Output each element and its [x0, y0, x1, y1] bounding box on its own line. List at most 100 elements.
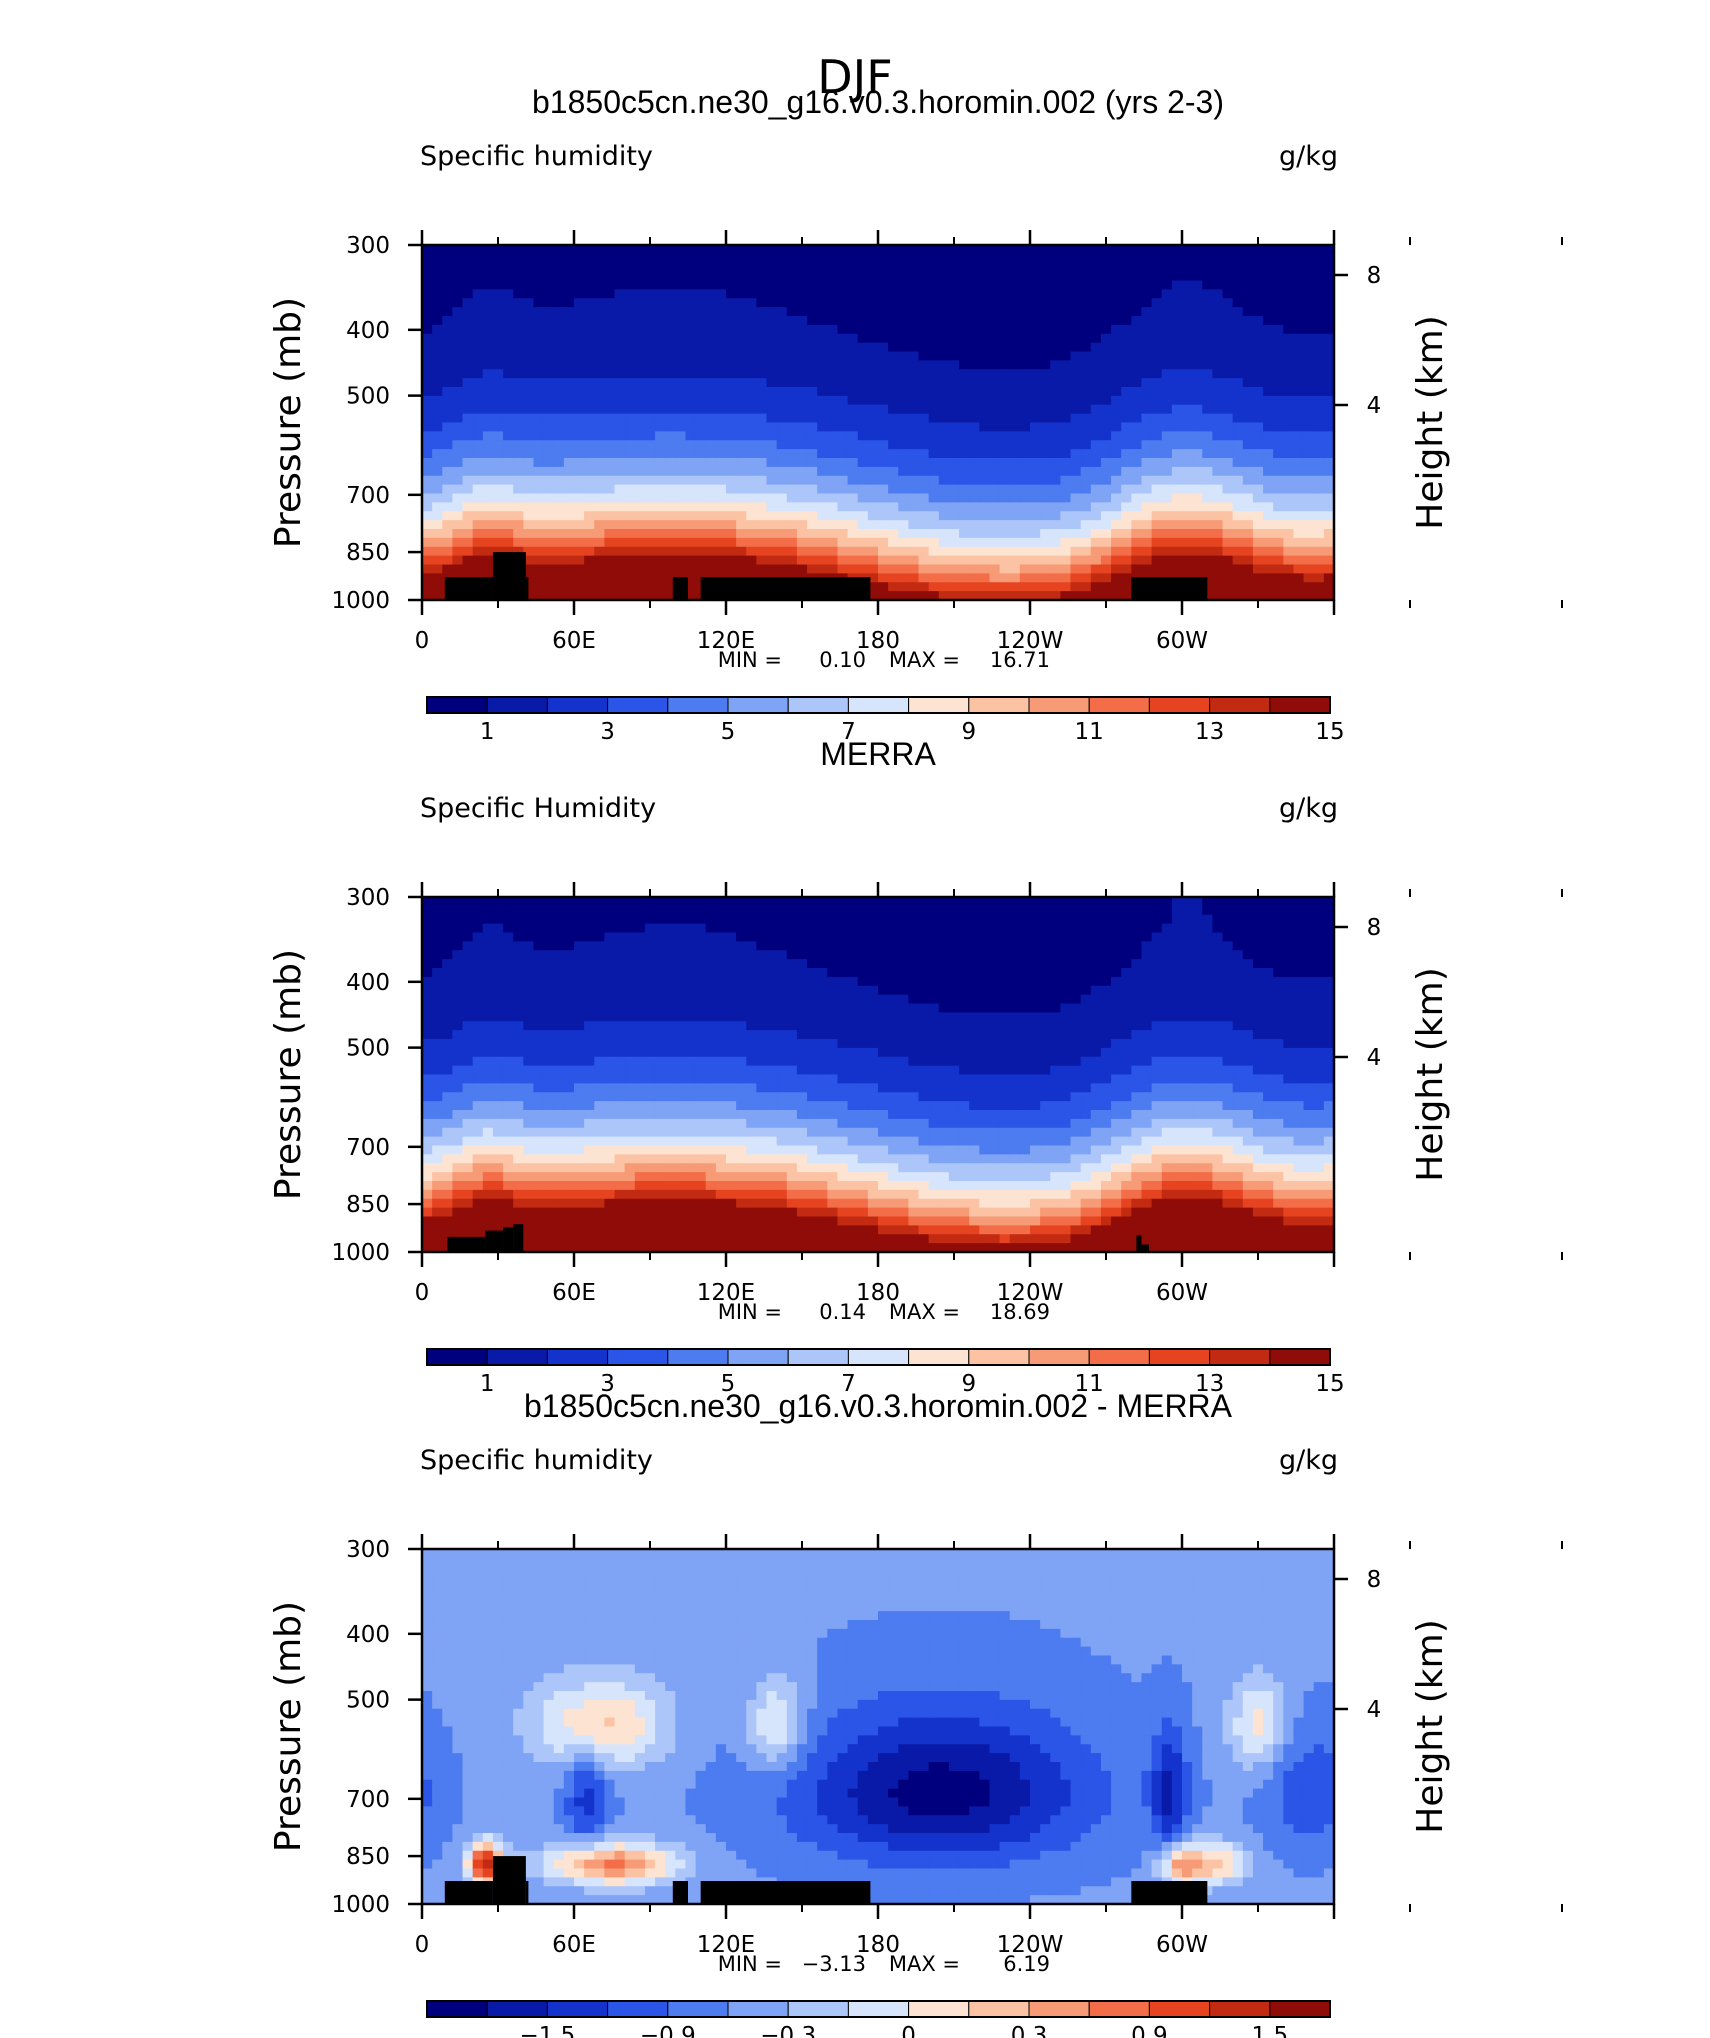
min-label: MIN =: [718, 1300, 782, 1324]
land-block: [492, 552, 526, 600]
colorbar-swatch: [1209, 696, 1271, 714]
colorbar-swatch: [908, 1348, 970, 1366]
y-axis-height: 8 4 Height (km): [1334, 263, 1451, 530]
colorbar-swatch: [847, 2000, 910, 2018]
x-tick-label: 120E: [697, 1932, 755, 1958]
contour-field: [422, 1549, 1335, 1905]
y-right-axis-title: Height (km): [1410, 967, 1451, 1181]
colorbar-swatch: [1148, 2000, 1211, 2018]
colorbar-swatch: [1088, 2000, 1150, 2018]
topography-mask: [447, 1224, 1150, 1252]
x-tick-label: 60W: [1156, 1280, 1208, 1306]
colorbar-swatch: [1209, 2000, 1271, 2018]
land-block: [447, 1236, 486, 1252]
colorbar-swatch: [1028, 1348, 1090, 1366]
y-tick-label: 700: [346, 483, 390, 509]
y-right-axis-title: Height (km): [1410, 315, 1451, 529]
x-tick-label: 0: [415, 1280, 430, 1306]
x-tick-label: 120W: [997, 1280, 1064, 1306]
panel-title: b1850c5cn.ne30_g16.v0.3.horomin.002 (yrs…: [532, 84, 1224, 120]
max-label: MAX =: [889, 648, 960, 672]
colorbar-label: 5: [721, 719, 736, 745]
colorbar-swatch: [968, 2000, 1030, 2018]
colorbar-swatch: [1028, 2000, 1090, 2018]
colorbar-label: 13: [1195, 719, 1224, 745]
y-right-tick-label: 8: [1367, 263, 1382, 289]
y-right-tick-label: 4: [1367, 1697, 1382, 1723]
y-axis-title: Pressure (mb): [268, 949, 309, 1200]
colorbar-swatch: [727, 2000, 789, 2018]
y-tick-label: 1000: [331, 1240, 390, 1266]
colorbar-label: 0.9: [1131, 2023, 1168, 2038]
figure-title: DJF: [817, 50, 892, 104]
x-axis: 0 60E 120E 180 120W 60W: [415, 882, 1563, 1306]
colorbar-swatch: [546, 2000, 609, 2018]
colorbar-label: 0.3: [1011, 2023, 1048, 2038]
y-axis-height: 8 4 Height (km): [1334, 1567, 1451, 1834]
units-label: g/kg: [1279, 793, 1338, 824]
colorbar-swatch: [787, 696, 849, 714]
land-block: [444, 1881, 493, 1904]
land-block: [672, 1881, 688, 1904]
land-block: [700, 577, 871, 600]
land-block: [492, 1856, 526, 1904]
land-block: [700, 1881, 871, 1904]
y-tick-label: 1000: [331, 588, 390, 614]
land-block: [525, 1881, 529, 1904]
colorbar-swatch: [486, 2000, 548, 2018]
max-value: 18.69: [990, 1300, 1050, 1324]
colorbar-swatch: [667, 2000, 729, 2018]
y-tick-label: 400: [346, 970, 390, 996]
units-label: g/kg: [1279, 1445, 1338, 1476]
land-block: [485, 1230, 504, 1252]
colorbar-swatch: [426, 1348, 488, 1366]
y-axis-height: 8 4 Height (km): [1334, 915, 1451, 1182]
max-value: 6.19: [1003, 1952, 1050, 1976]
colorbar-label: 11: [1075, 719, 1104, 745]
colorbar-swatch: [1088, 696, 1150, 714]
y-right-tick-label: 8: [1367, 915, 1382, 941]
min-label: MIN =: [718, 1952, 782, 1976]
colorbar-label: −0.9: [640, 2023, 696, 2038]
y-axis-pressure: 300 400 500 700 850 1000 Pressure (mb): [268, 885, 422, 1266]
colorbar-swatch: [546, 696, 609, 714]
variable-label: Specific humidity: [420, 1445, 653, 1476]
panel-2: MERRA Specific Humidity g/kg 0 60E 120E 180 120…: [268, 736, 1563, 1397]
colorbar-swatch: [607, 696, 669, 714]
y-tick-label: 300: [346, 233, 390, 259]
min-max-summary: MIN = 0.10 MAX = 16.71: [718, 648, 1050, 672]
y-tick-label: 700: [346, 1135, 390, 1161]
topography-mask: [444, 1856, 1208, 1904]
max-value: 16.71: [990, 648, 1050, 672]
colorbar-swatch: [486, 696, 548, 714]
colorbar: 1 3 5 7 9 11 13 15: [426, 696, 1345, 745]
y-axis-pressure: 300 400 500 700 850 1000 Pressure (mb): [268, 1537, 422, 1918]
contour-field: [422, 897, 1335, 1253]
colorbar-swatch: [968, 696, 1030, 714]
y-right-axis-title: Height (km): [1410, 1619, 1451, 1833]
colorbar-label: 7: [841, 1371, 856, 1397]
y-axis-title: Pressure (mb): [268, 1601, 309, 1852]
colorbar-swatch: [1028, 696, 1090, 714]
y-tick-label: 850: [346, 1192, 390, 1218]
y-right-tick-label: 4: [1367, 393, 1382, 419]
colorbar-swatch: [426, 2000, 488, 2018]
x-tick-label: 60E: [552, 628, 596, 654]
colorbar-swatch: [607, 2000, 669, 2018]
y-tick-label: 400: [346, 318, 390, 344]
colorbar-swatch: [486, 1348, 548, 1366]
x-tick-label: 180: [856, 628, 900, 654]
x-tick-label: 60E: [552, 1932, 596, 1958]
x-tick-label: 120E: [697, 628, 755, 654]
colorbar-label: 7: [841, 719, 856, 745]
colorbar-swatch: [847, 1348, 910, 1366]
colorbar-label: −1.5: [519, 2023, 575, 2038]
colorbar: 1 3 5 7 9 11 13 15: [426, 1348, 1345, 1397]
colorbar-swatch: [787, 1348, 849, 1366]
panel-title: MERRA: [820, 736, 936, 772]
colorbar-swatch: [1148, 1348, 1211, 1366]
panel-3: b1850c5cn.ne30_g16.v0.3.horomin.002 - ME…: [268, 1388, 1563, 2038]
x-axis: 0 60E 120E 180 120W 60W: [415, 230, 1563, 654]
y-tick-label: 850: [346, 540, 390, 566]
